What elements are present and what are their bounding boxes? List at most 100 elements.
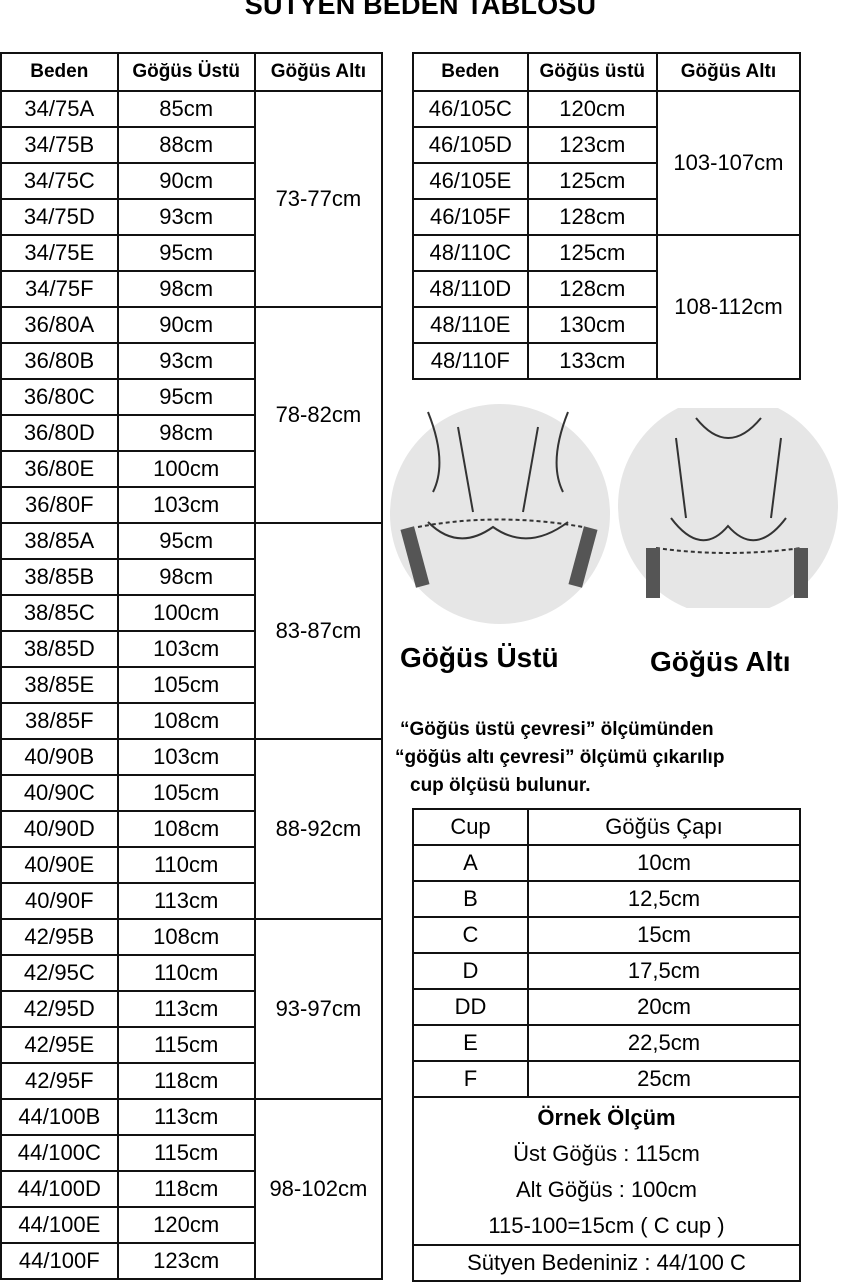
overbust-cell: 125cm xyxy=(526,162,658,200)
table-row: 40/90D 108cm xyxy=(0,810,382,848)
column-header: Göğüs Altı xyxy=(253,52,384,92)
size-cell: 36/80A xyxy=(0,306,119,344)
cup-row: A 10cm xyxy=(412,844,801,882)
table-row: 46/105E 125cm xyxy=(412,162,800,200)
diameter-cell: 17,5cm xyxy=(527,952,801,990)
diameter-cell: 15cm xyxy=(527,916,801,954)
table-row: 48/110C 125cm 108-112cm xyxy=(412,234,802,380)
size-cell: 38/85A xyxy=(0,522,119,560)
table-row: 48/110E 130cm xyxy=(412,306,800,344)
table-row: 34/75E 95cm xyxy=(0,234,382,272)
size-cell: 48/110F xyxy=(412,342,529,380)
table-row: 38/85A 95cm 83-87cm xyxy=(0,522,384,740)
overbust-cell: 98cm xyxy=(116,414,256,452)
size-cell: 48/110C xyxy=(412,234,529,272)
size-cell: 40/90D xyxy=(0,810,119,848)
table-row: 38/85F 108cm xyxy=(0,702,382,740)
page-title: SÜTYEN BEDEN TABLOSU xyxy=(244,0,597,20)
overbust-cell: 133cm xyxy=(526,342,658,380)
underbust-cell: 83-87cm xyxy=(253,522,384,740)
cup-cell: D xyxy=(412,952,529,990)
size-cell: 42/95B xyxy=(0,918,119,956)
table-row: 34/75A 85cm 73-77cm xyxy=(0,90,384,308)
size-cell: 36/80F xyxy=(0,486,119,524)
size-cell: 36/80D xyxy=(0,414,119,452)
size-cell: 42/95D xyxy=(0,990,119,1028)
underbust-cell: 73-77cm xyxy=(253,90,384,308)
overbust-cell: 115cm xyxy=(116,1134,256,1172)
size-cell: 44/100D xyxy=(0,1170,119,1208)
size-cell: 38/85D xyxy=(0,630,119,668)
overbust-cell: 108cm xyxy=(116,810,256,848)
cup-cell: A xyxy=(412,844,529,882)
cup-cell: E xyxy=(412,1024,529,1062)
note-line-2: “göğüs altı çevresi” ölçümü çıkarılıp xyxy=(395,747,725,768)
table-row: 38/85D 103cm xyxy=(0,630,382,668)
overbust-cell: 103cm xyxy=(116,630,256,668)
overbust-cell: 113cm xyxy=(116,1098,256,1136)
table-row: 36/80C 95cm xyxy=(0,378,382,416)
overbust-cell: 108cm xyxy=(116,918,256,956)
example-line: Alt Göğüs : 100cm xyxy=(516,1177,697,1202)
size-cell: 40/90C xyxy=(0,774,119,812)
size-cell: 38/85E xyxy=(0,666,119,704)
cup-row: E 22,5cm xyxy=(412,1024,801,1062)
overbust-cell: 93cm xyxy=(116,342,256,380)
overbust-cell: 105cm xyxy=(116,666,256,704)
table-row: 40/90F 113cm xyxy=(0,882,382,920)
table-row: 36/80E 100cm xyxy=(0,450,382,488)
overbust-cell: 100cm xyxy=(116,450,256,488)
overbust-cell: 118cm xyxy=(116,1062,256,1100)
table-row: 34/75F 98cm xyxy=(0,270,382,308)
overbust-cell: 123cm xyxy=(116,1242,256,1280)
table-row: 48/110F 133cm xyxy=(412,342,800,380)
size-cell: 40/90B xyxy=(0,738,119,776)
size-cell: 36/80B xyxy=(0,342,119,380)
diameter-cell: 22,5cm xyxy=(527,1024,801,1062)
size-cell: 46/105C xyxy=(412,90,529,128)
cup-cell: F xyxy=(412,1060,529,1098)
underbust-cell: 93-97cm xyxy=(253,918,384,1100)
table-row: 42/95B 108cm 93-97cm xyxy=(0,918,384,1100)
size-cell: 42/95E xyxy=(0,1026,119,1064)
size-cell: 44/100E xyxy=(0,1206,119,1244)
column-header: Beden xyxy=(412,52,529,92)
size-cell: 44/100F xyxy=(0,1242,119,1280)
cup-row: D 17,5cm xyxy=(412,952,801,990)
size-cell: 34/75E xyxy=(0,234,119,272)
underbust-cell: 78-82cm xyxy=(253,306,384,524)
overbust-cell: 120cm xyxy=(526,90,658,128)
table-row: 34/75C 90cm xyxy=(0,162,382,200)
overbust-cell: 98cm xyxy=(116,558,256,596)
table-row: 38/85C 100cm xyxy=(0,594,382,632)
diameter-header: Göğüs Çapı xyxy=(527,808,801,846)
table-row: 42/95F 118cm xyxy=(0,1062,382,1100)
column-header: Beden xyxy=(0,52,119,92)
size-cell: 36/80C xyxy=(0,378,119,416)
table-row: 46/105D 123cm xyxy=(412,126,800,164)
size-cell: 38/85F xyxy=(0,702,119,740)
size-cell: 34/75D xyxy=(0,198,119,236)
example-title: Örnek Ölçüm xyxy=(537,1105,676,1130)
size-cell: 34/75B xyxy=(0,126,119,164)
result-row: Sütyen Bedeniniz : 44/100 C xyxy=(412,1244,801,1282)
overbust-cell: 95cm xyxy=(116,522,256,560)
overbust-cell: 128cm xyxy=(526,270,658,308)
cup-header: Cup xyxy=(412,808,529,846)
cup-row: C 15cm xyxy=(412,916,801,954)
column-header: Göğüs üstü xyxy=(526,52,658,92)
overbust-label: Göğüs Üstü xyxy=(400,642,559,673)
table-row: 44/100D 118cm xyxy=(0,1170,382,1208)
column-header: Göğüs Üstü xyxy=(116,52,256,92)
underbust-cell: 98-102cm xyxy=(253,1098,384,1280)
table-row: 42/95E 115cm xyxy=(0,1026,382,1064)
cup-row: B 12,5cm xyxy=(412,880,801,918)
underbust-cell: 88-92cm xyxy=(253,738,384,920)
overbust-cell: 95cm xyxy=(116,378,256,416)
overbust-cell: 90cm xyxy=(116,306,256,344)
overbust-cell: 130cm xyxy=(526,306,658,344)
size-cell: 34/75A xyxy=(0,90,119,128)
size-cell: 44/100B xyxy=(0,1098,119,1136)
overbust-cell: 98cm xyxy=(116,270,256,308)
diameter-cell: 25cm xyxy=(527,1060,801,1098)
